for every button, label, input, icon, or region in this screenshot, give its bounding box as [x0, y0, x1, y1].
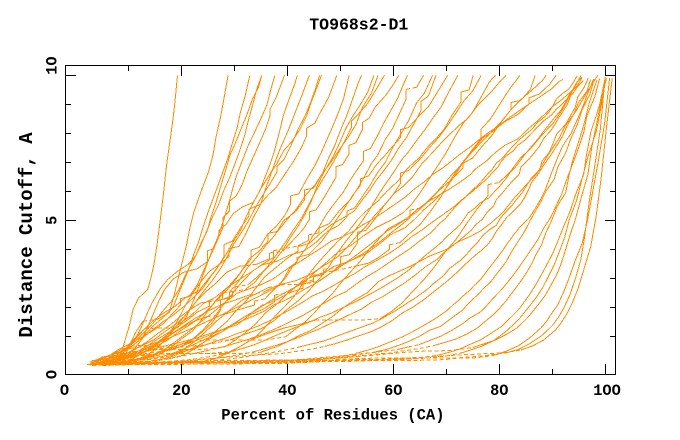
svg-text:1O: 1O	[44, 56, 62, 74]
svg-text:Percent of Residues (CA): Percent of Residues (CA)	[221, 407, 444, 425]
svg-text:5: 5	[44, 216, 62, 225]
svg-text:O: O	[44, 370, 62, 379]
svg-text:O: O	[60, 382, 69, 400]
svg-text:8O: 8O	[490, 382, 508, 400]
svg-text:Distance Cutoff, A: Distance Cutoff, A	[16, 132, 38, 338]
svg-text:TO968s2-D1: TO968s2-D1	[309, 16, 408, 35]
svg-text:6O: 6O	[384, 382, 402, 400]
svg-text:1OO: 1OO	[593, 382, 621, 400]
svg-text:2O: 2O	[172, 382, 190, 400]
svg-text:4O: 4O	[278, 382, 296, 400]
